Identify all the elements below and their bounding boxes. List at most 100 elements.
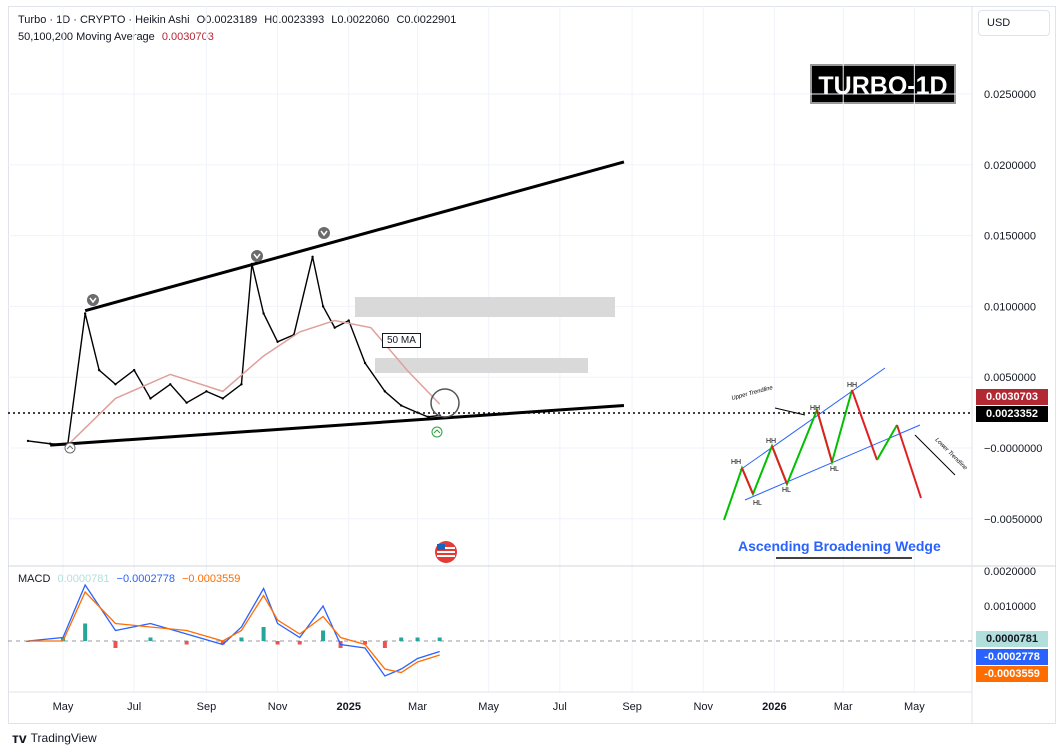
inset-red-seg (771, 445, 788, 485)
inset-green-path (723, 389, 853, 521)
price-tick-label: 0.0150000 (984, 231, 1036, 243)
price-point (240, 383, 243, 386)
highlight-circle (430, 388, 460, 418)
price-point (221, 397, 224, 400)
time-tick-label: 2025 (336, 701, 360, 713)
price-point (262, 312, 265, 315)
time-tick-label: Nov (268, 701, 288, 713)
macd-hist-bar (363, 641, 368, 645)
macd-hist-bar (437, 637, 442, 641)
price-point (416, 411, 419, 414)
price-point (149, 397, 152, 400)
macd-hist-bar (382, 641, 387, 648)
arrow-up-icon (431, 426, 443, 438)
footer-brand: TradingView (30, 731, 97, 745)
macd-tick-label: 0.0020000 (984, 566, 1036, 578)
price-point (97, 368, 101, 372)
trendline-upper[interactable] (84, 160, 625, 313)
price-point (132, 368, 136, 372)
close-value: C0.0022901 (396, 14, 457, 26)
macd-lines (27, 583, 440, 677)
title-badge: TURBO-1D (810, 64, 956, 104)
macd-legend-v2: −0.0002778 (116, 573, 175, 585)
last-price-tag: 0.0023352 (976, 406, 1048, 422)
time-tick-label: Mar (408, 701, 427, 713)
low-value: L0.0022060 (331, 14, 390, 26)
high-value: H0.0023393 (264, 14, 325, 26)
price-point (333, 326, 336, 329)
inset-upper-label: Upper Trendline (731, 385, 774, 402)
pivot-markers (64, 227, 460, 454)
pattern-inset: HH HH HH HH HL HL HL Upper Trendline Low… (723, 367, 968, 559)
price-point (185, 401, 188, 404)
resistance-zone-lower (375, 358, 588, 373)
grid (8, 6, 972, 692)
signal-tag: -0.0002778 (976, 649, 1048, 665)
price-series (26, 255, 441, 447)
price-point (205, 390, 208, 393)
time-tick-label: Sep (197, 701, 217, 713)
macd-hist-bar (399, 637, 404, 641)
price-point (383, 390, 387, 393)
inset-red-seg (851, 389, 878, 461)
arrow-down-icon (87, 294, 99, 306)
arrow-down-icon (318, 227, 330, 239)
macd-legend-v1: 0.0000781 (57, 573, 110, 585)
ma-line (67, 319, 441, 446)
price-line (27, 256, 440, 446)
time-tick-label: Sep (622, 701, 642, 713)
hist-tag: -0.0003559 (976, 666, 1048, 682)
inset-label: HH (766, 438, 776, 445)
macd-legend-v3: −0.0003559 (182, 573, 241, 585)
price-point (347, 319, 350, 322)
inset-label: HL (753, 500, 762, 507)
symbol-text: Turbo · 1D · CRYPTO · Heikin Ashi (18, 14, 190, 26)
macd-hist-bar (220, 641, 225, 645)
time-tick-label: May (478, 701, 499, 713)
time-tick-label: Jul (127, 701, 141, 713)
footer[interactable]: ᴛᴠ TradingView (12, 730, 97, 746)
price-tick-label: 0.0100000 (984, 301, 1036, 313)
time-tick-label: May (904, 701, 925, 713)
macd-hist-bar (148, 637, 153, 641)
inset-label: HL (830, 466, 839, 473)
macd-hist-bar (61, 637, 65, 641)
price-axis-ticks: 0.0250000 0.0200000 0.0150000 0.0100000 0.00… (984, 89, 1042, 526)
ma-legend: 50,100,200 Moving Average 0.0030703 (18, 31, 218, 43)
macd-hist-bar (321, 630, 326, 641)
macd-series-signal (28, 590, 440, 674)
price-point (363, 361, 367, 365)
time-tick-label: Mar (834, 701, 853, 713)
time-tick-label: Jul (553, 701, 567, 713)
us-flag-icon (435, 541, 457, 563)
currency-button[interactable]: USD (978, 10, 1050, 36)
macd-hist-bar (113, 641, 118, 648)
price-point (426, 415, 430, 419)
inset-red-seg (896, 424, 922, 499)
macd-hist-bar (261, 627, 266, 641)
symbol-legend: Turbo · 1D · CRYPTO · Heikin Ashi O0.002… (18, 14, 460, 26)
price-point (114, 383, 117, 386)
inset-green-seg (876, 424, 898, 461)
resistance-zone-upper (355, 297, 615, 317)
pattern-title: Ascending Broadening Wedge (738, 538, 941, 554)
inset-label: HL (782, 487, 791, 494)
macd-hist-bar (83, 623, 88, 641)
price-tick-label: 0.0200000 (984, 160, 1036, 172)
ma-price-tag: 0.0030703 (976, 389, 1048, 405)
price-point (400, 404, 403, 407)
price-tick-label: −0.0050000 (984, 514, 1042, 526)
time-tick-label: Nov (693, 701, 713, 713)
price-point (169, 383, 172, 386)
macd-hist-bar (239, 637, 244, 641)
trendline-lower[interactable] (50, 404, 625, 447)
time-tick-label: May (53, 701, 74, 713)
ma-series (67, 319, 441, 446)
tradingview-logo-icon: ᴛᴠ (12, 730, 27, 746)
price-tick-label: 0.0050000 (984, 372, 1036, 384)
ma-annotation: 50 MA (382, 333, 421, 348)
price-point (83, 312, 87, 315)
inset-red-seg (741, 467, 754, 495)
inset-arrow (774, 407, 806, 416)
inset-red-seg (816, 409, 833, 463)
